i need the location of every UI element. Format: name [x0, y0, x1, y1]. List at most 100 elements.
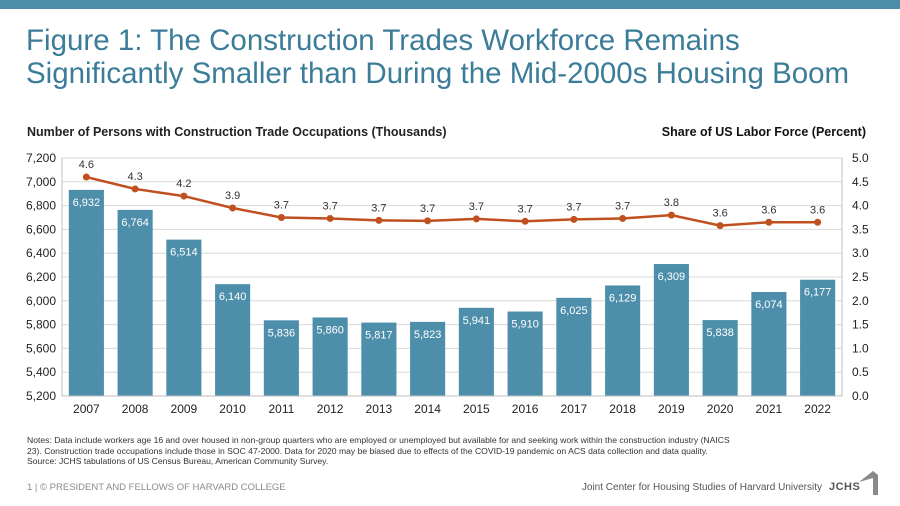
x-tick-label: 2013: [366, 402, 393, 416]
footer-organization: Joint Center for Housing Studies of Harv…: [581, 482, 822, 493]
bar: [312, 317, 348, 396]
line-data-label: 3.6: [761, 204, 776, 216]
line-data-label: 3.6: [810, 204, 825, 216]
x-tick-label: 2016: [512, 402, 539, 416]
y-tick-label: 6,400: [26, 246, 56, 260]
bar: [263, 320, 299, 396]
bar: [361, 322, 397, 396]
line-point: [570, 215, 578, 223]
line-point: [82, 173, 90, 181]
bar-data-label: 6,764: [121, 217, 149, 229]
y2-tick-label: 3.5: [852, 222, 869, 236]
x-tick-label: 2022: [804, 402, 831, 416]
bar: [556, 297, 592, 396]
bar: [68, 189, 104, 396]
y-tick-label: 6,000: [26, 294, 56, 308]
line-data-label: 4.3: [127, 171, 142, 183]
y-tick-label: 7,200: [26, 151, 56, 165]
x-tick-label: 2007: [73, 402, 100, 416]
bar-data-label: 5,860: [316, 324, 344, 336]
x-tick-label: 2018: [609, 402, 636, 416]
line-data-label: 3.7: [274, 200, 289, 212]
bar-data-label: 5,823: [414, 329, 442, 341]
bar: [605, 285, 641, 396]
notes: Notes: Data include workers age 16 and o…: [27, 435, 879, 467]
line-data-label: 3.7: [322, 200, 337, 212]
y-tick-label: 5,200: [26, 389, 56, 403]
line-data-label: 3.7: [517, 203, 532, 215]
top-accent-bar: [0, 0, 900, 9]
x-tick-label: 2020: [707, 402, 734, 416]
x-tick-label: 2017: [561, 402, 588, 416]
bar-data-label: 6,309: [658, 271, 686, 283]
x-tick-label: 2021: [756, 402, 783, 416]
line-series: 4.6 4.3 4.2 3.9 3.7 3.7 3.7 3.7 3.7 3.7 3.7 3.7 3.8 3…: [79, 159, 825, 230]
bar: [410, 321, 446, 396]
y-tick-label: 6,600: [26, 222, 56, 236]
line-data-label: 3.8: [664, 197, 679, 209]
y-tick-label: 5,400: [26, 365, 56, 379]
bar-data-label: 5,941: [463, 315, 491, 327]
line-point: [131, 185, 139, 193]
line-data-label: 3.7: [371, 202, 386, 214]
notes-line-1: Notes: Data include workers age 16 and o…: [27, 435, 730, 445]
bar-data-label: 6,177: [804, 287, 832, 299]
bar-series: 6,932 6,764 6,514 6,140 5,836 5,860 5,817 5,823…: [68, 189, 836, 396]
bar-data-label: 6,514: [170, 247, 198, 259]
notes-source: Source: JCHS tabulations of US Census Bu…: [27, 456, 329, 467]
line-data-label: 4.2: [176, 178, 191, 190]
x-tick-label: 2015: [463, 402, 490, 416]
bar: [653, 264, 689, 396]
logo-text: JCHS: [829, 481, 861, 493]
jchs-logo: JCHS: [829, 469, 879, 495]
line-point: [765, 218, 773, 226]
y-axis-label: Number of Persons with Construction Trad…: [27, 125, 446, 139]
x-tick-label: 2010: [219, 402, 246, 416]
line-point: [277, 214, 285, 221]
line-data-label: 4.6: [79, 159, 94, 171]
x-tick-label: 2012: [317, 402, 344, 416]
line-data-label: 3.7: [469, 201, 484, 213]
bar: [215, 284, 251, 396]
bar: [117, 209, 153, 396]
line-point: [375, 216, 383, 224]
y2-axis-label: Share of US Labor Force (Percent): [662, 125, 866, 139]
y2-tick-label: 5.0: [852, 151, 869, 165]
y-tick-label: 5,600: [26, 341, 56, 355]
y-tick-label: 7,000: [26, 175, 56, 189]
y2-tick-label: 4.0: [852, 199, 869, 213]
title-line-2: Significantly Smaller than During the Mi…: [26, 57, 850, 90]
y-tick-label: 6,200: [26, 270, 56, 284]
y2-tick-label: 3.0: [852, 246, 869, 260]
bar-data-label: 5,910: [511, 319, 539, 331]
x-tick-label: 2014: [414, 402, 441, 416]
bar-data-label: 6,025: [560, 305, 588, 317]
y-tick-label: 6,800: [26, 199, 56, 213]
bar: [507, 311, 543, 396]
line-point: [180, 192, 188, 200]
y2-tick-label: 1.0: [852, 341, 869, 355]
bar: [702, 320, 738, 396]
bar: [166, 239, 202, 396]
line-point: [326, 214, 334, 222]
y2-tick-label: 0.5: [852, 365, 869, 379]
bar-data-label: 6,074: [755, 299, 783, 311]
logo-house-icon: [859, 471, 878, 495]
x-tick-label: 2011: [268, 402, 294, 416]
bar-data-label: 5,838: [706, 327, 734, 339]
line-point: [814, 218, 822, 226]
y-tick-label: 5,800: [26, 318, 56, 332]
x-tick-label: 2009: [171, 402, 198, 416]
bar: [458, 307, 494, 396]
line-point: [472, 215, 480, 223]
line-point: [667, 211, 675, 219]
x-tick-label: 2008: [122, 402, 149, 416]
axes: 5,200 5,400 5,600 5,800 6,000 6,200 6,400 6,600…: [26, 151, 869, 416]
line-point: [716, 222, 724, 230]
title-line-1: Figure 1: The Construction Trades Workfo…: [26, 24, 740, 57]
y2-tick-label: 1.5: [852, 318, 869, 332]
line-path: [86, 175, 818, 227]
chart: Number of Persons with Construction Trad…: [26, 125, 869, 416]
line-point: [424, 217, 432, 225]
bar-data-label: 6,129: [609, 292, 637, 304]
